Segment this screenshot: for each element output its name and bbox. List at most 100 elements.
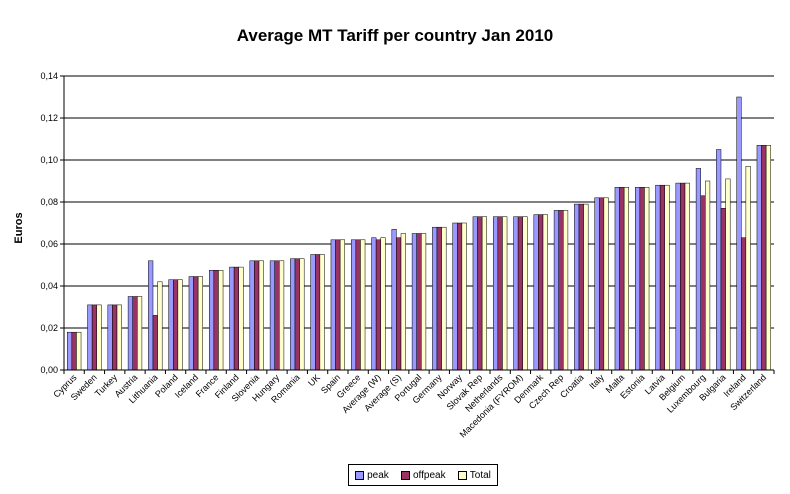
bar-peak-30 [675, 182, 681, 371]
bar-total-22 [522, 216, 528, 371]
legend-swatch [355, 470, 365, 480]
bar-total-7 [218, 270, 224, 371]
bar-total-13 [339, 239, 346, 371]
y-tick-label: 0,08 [40, 197, 58, 207]
bar-peak-12 [310, 254, 316, 371]
bar-offpeak-7 [213, 270, 219, 371]
bar-total-4 [157, 281, 163, 371]
bar-total-33 [745, 166, 751, 371]
bar-total-9 [258, 260, 264, 371]
bar-peak-10 [269, 260, 275, 371]
bar-total-30 [684, 182, 690, 371]
bar-offpeak-33 [741, 237, 747, 371]
bar-peak-18 [432, 226, 438, 371]
bar-total-26 [603, 197, 609, 371]
legend: peak offpeak Total [348, 464, 498, 486]
bar-offpeak-19 [457, 222, 463, 371]
bar-offpeak-0 [71, 331, 77, 371]
bar-total-8 [238, 266, 244, 371]
bar-peak-14 [350, 239, 357, 371]
bar-peak-24 [553, 210, 559, 371]
bar-peak-2 [107, 304, 113, 371]
bar-offpeak-23 [538, 214, 544, 371]
bar-total-31 [705, 180, 711, 371]
bar-offpeak-18 [436, 226, 442, 371]
bar-total-19 [461, 222, 467, 371]
bar-offpeak-20 [477, 216, 483, 371]
bar-peak-28 [634, 187, 641, 371]
bar-peak-26 [594, 197, 600, 371]
legend-swatch [457, 470, 467, 480]
bar-peak-0 [66, 331, 73, 371]
bar-offpeak-34 [761, 145, 767, 371]
bar-peak-22 [513, 216, 519, 371]
y-tick-label: 0,04 [40, 281, 58, 291]
bar-total-2 [116, 304, 122, 371]
legend-swatch [400, 470, 410, 480]
bar-offpeak-27 [619, 187, 625, 371]
bar-total-10 [279, 260, 285, 371]
bar-peak-4 [148, 260, 154, 371]
bar-peak-6 [188, 276, 194, 371]
bar-peak-23 [533, 214, 539, 371]
legend-label: peak [367, 469, 389, 481]
bar-peak-8 [229, 266, 235, 371]
bar-offpeak-12 [315, 254, 321, 371]
bar-total-23 [542, 214, 548, 371]
bar-offpeak-14 [355, 239, 361, 371]
bar-peak-7 [208, 270, 215, 371]
bar-offpeak-30 [680, 182, 686, 371]
bar-peak-11 [290, 258, 296, 371]
bar-offpeak-5 [173, 279, 179, 371]
legend-item-peak: peak [355, 470, 389, 481]
y-axis-label: Euros [13, 212, 25, 243]
bar-peak-17 [411, 233, 417, 371]
bar-total-15 [380, 237, 386, 371]
y-tick-label: 0,02 [40, 323, 58, 333]
y-tick-label: 0,12 [40, 113, 58, 123]
bar-offpeak-17 [416, 233, 422, 371]
legend-item-total: Total [457, 470, 491, 481]
bar-peak-31 [695, 168, 701, 371]
bar-offpeak-6 [193, 276, 199, 371]
bar-total-18 [441, 226, 447, 371]
bar-peak-27 [614, 187, 620, 371]
y-tick-label: 0,10 [40, 155, 58, 165]
y-tick-label: 0,00 [40, 365, 58, 375]
bar-offpeak-11 [294, 258, 300, 371]
bar-total-24 [563, 210, 569, 371]
bar-total-1 [96, 304, 102, 371]
bar-total-28 [644, 187, 650, 371]
bar-peak-25 [574, 203, 580, 371]
bar-offpeak-31 [700, 195, 706, 371]
bar-peak-9 [249, 260, 255, 371]
bar-offpeak-16 [396, 237, 402, 371]
bar-peak-15 [371, 237, 377, 371]
legend-item-offpeak: offpeak [400, 470, 446, 481]
bar-offpeak-24 [558, 210, 564, 371]
bar-total-27 [623, 187, 630, 371]
bar-total-34 [765, 145, 772, 371]
bar-offpeak-2 [112, 304, 118, 371]
bar-offpeak-22 [517, 216, 523, 371]
bar-total-20 [481, 216, 488, 371]
bar-offpeak-10 [274, 260, 280, 371]
bar-peak-3 [127, 296, 133, 371]
bar-offpeak-13 [335, 239, 341, 371]
bar-peak-5 [168, 279, 174, 371]
bar-total-11 [299, 258, 305, 371]
bar-offpeak-15 [375, 239, 381, 371]
bar-total-3 [137, 296, 143, 371]
bar-total-16 [400, 233, 406, 371]
bar-peak-20 [472, 216, 478, 371]
bar-offpeak-29 [659, 184, 665, 371]
bar-peak-34 [756, 145, 762, 371]
bar-peak-16 [391, 229, 397, 371]
bar-offpeak-1 [91, 304, 97, 371]
bar-total-17 [421, 233, 427, 371]
bar-total-25 [583, 203, 589, 371]
bar-total-12 [319, 254, 325, 371]
bar-offpeak-3 [132, 296, 138, 371]
bar-peak-1 [87, 304, 93, 371]
